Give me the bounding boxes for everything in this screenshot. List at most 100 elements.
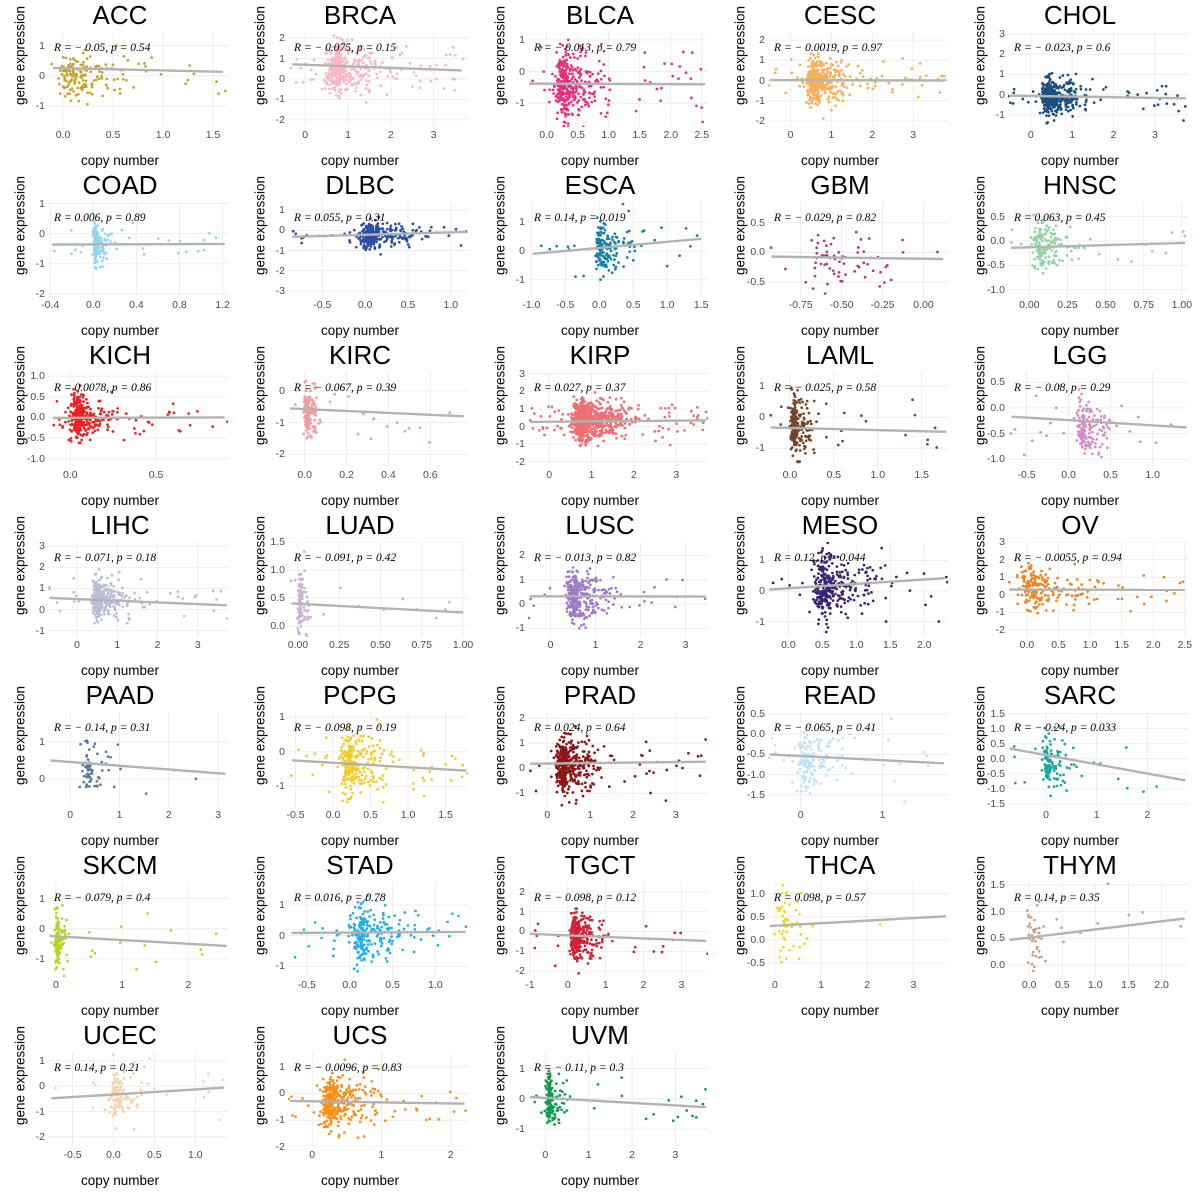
panel-title: KICH bbox=[88, 340, 152, 370]
x-tick-label: 1 bbox=[378, 1149, 385, 1161]
y-tick-label: -2 bbox=[275, 264, 285, 277]
x-tick-label: 3 bbox=[215, 809, 222, 821]
x-tick-label: 0.5 bbox=[1054, 979, 1070, 991]
gridlines bbox=[288, 372, 468, 467]
y-tick-label: 0 bbox=[279, 72, 285, 85]
y-axis-label: gene expression bbox=[252, 855, 268, 956]
data-points bbox=[768, 43, 947, 120]
scatter-panel-ucec: UCEC gene expression copy number -2 -1 0 1 -0.5… bbox=[0, 1020, 240, 1190]
y-axis-label: gene expression bbox=[252, 515, 268, 616]
y-tick-label: 0 bbox=[39, 1080, 45, 1093]
correlation-annotation: R = 0.12, p = 0.044 bbox=[774, 551, 866, 564]
trend-line bbox=[1010, 94, 1186, 100]
y-tick-label: -2 bbox=[35, 1130, 45, 1143]
y-tick-label: 1 bbox=[519, 33, 525, 46]
y-tick-label: 0 bbox=[39, 69, 45, 82]
x-tick-label: 0.5 bbox=[105, 129, 121, 141]
scatter-panel-blca: BLCA gene expression copy number -1 0 1 0.0 0.5… bbox=[480, 0, 720, 170]
x-tick-label: 0 bbox=[74, 639, 80, 651]
x-tick-label: 1 bbox=[818, 979, 824, 991]
scatter-panel-stad: STAD gene expression copy number -1 0 1 -0.5 0.… bbox=[240, 850, 480, 1020]
x-tick-label: 0.5 bbox=[570, 129, 585, 141]
scatter-panel-sarc: SARC gene expression copy number -1.5 -1.0 -0… bbox=[960, 680, 1200, 850]
scatter-panel-acc: ACC gene expression copy number -1 0 1 0.0 0.5 1… bbox=[0, 0, 240, 170]
correlation-annotation: R = 0.024, p = 0.64 bbox=[534, 721, 626, 734]
y-tick-label: 2 bbox=[39, 561, 45, 574]
gridlines bbox=[48, 1052, 228, 1147]
trend-line bbox=[771, 255, 944, 261]
y-tick-label: 1 bbox=[519, 402, 525, 415]
y-tick-label: -2 bbox=[515, 965, 525, 978]
y-axis-label: gene expression bbox=[732, 685, 748, 786]
y-tick-label: 1 bbox=[759, 380, 765, 393]
x-tick-label: 1.5 bbox=[1121, 979, 1136, 991]
x-tick-label: 1 bbox=[1069, 129, 1076, 141]
scatter-canvas bbox=[48, 882, 228, 977]
y-tick-label: 0 bbox=[759, 411, 765, 424]
x-tick-label: -0.25 bbox=[870, 299, 895, 311]
trend-line bbox=[291, 759, 467, 772]
x-tick-label: 0 bbox=[564, 979, 571, 991]
y-tick-label: 1.0 bbox=[990, 905, 1005, 918]
scatter-canvas bbox=[48, 542, 228, 637]
panel-title: CESC bbox=[803, 0, 877, 30]
x-tick-label: 3 bbox=[682, 639, 689, 651]
correlation-annotation: R = 0.006, p = 0.89 bbox=[54, 211, 146, 224]
plot-area: 0.0 0.5 1.0 1.5 0.00 0.25 0.50 0.75 1.00 R = − 0.… bbox=[270, 536, 473, 651]
y-tick-label: 1.0 bbox=[270, 563, 285, 576]
plot-area: -1.5 -1.0 -0.5 0.0 0.5 1.0 1.5 0 1 2 R = − 0.24, p… bbox=[987, 708, 1188, 821]
x-tick-label: 3 bbox=[673, 469, 680, 481]
correlation-annotation: R = − 0.11, p = 0.3 bbox=[534, 1061, 624, 1074]
scatter-canvas bbox=[528, 882, 708, 977]
y-tick-label: -1 bbox=[35, 99, 45, 112]
x-tick-label: 1.5 bbox=[882, 639, 898, 651]
y-tick-label: -0.5 bbox=[746, 276, 765, 289]
scatter-canvas bbox=[1008, 372, 1188, 467]
x-tick-label: 0.5 bbox=[400, 299, 416, 311]
scatter-panel-ov: OV gene expression copy number -2 -1 0 1 2 3 0.0 0… bbox=[960, 510, 1200, 680]
x-tick-label: 2 bbox=[630, 469, 637, 481]
panel-title: LUSC bbox=[565, 510, 635, 540]
gridlines bbox=[48, 202, 228, 297]
y-axis-label: gene expression bbox=[492, 515, 508, 616]
y-axis-label: gene expression bbox=[12, 1025, 28, 1126]
x-tick-label: 0.6 bbox=[423, 469, 438, 481]
panel-title: SARC bbox=[1043, 680, 1117, 710]
y-tick-label: 3 bbox=[519, 367, 525, 380]
y-axis-label: gene expression bbox=[252, 175, 268, 276]
plot-area: -3 -2 -1 0 1 -0.5 0.0 0.5 1.0 R = 0.055, p = 0.31 bbox=[276, 202, 468, 311]
y-tick-label: 1 bbox=[999, 68, 1005, 81]
correlation-annotation: R = 0.0078, p = 0.86 bbox=[54, 381, 152, 394]
y-tick-label: 0 bbox=[519, 1092, 525, 1105]
trend-line bbox=[50, 759, 226, 776]
panel-title: OV bbox=[1061, 510, 1099, 540]
scatter-canvas bbox=[528, 32, 708, 127]
y-axis-label: gene expression bbox=[12, 5, 28, 106]
panel-title: MESO bbox=[801, 510, 879, 540]
y-tick-label: 0.5 bbox=[990, 376, 1005, 389]
correlation-annotation: R = − 0.0019, p = 0.97 bbox=[774, 41, 882, 54]
scatter-panel-pcpg: PCPG gene expression copy number -1 0 1 -0.5 0.… bbox=[240, 680, 480, 850]
x-tick-label: 0.00 bbox=[287, 639, 309, 651]
x-axis-label: copy number bbox=[1040, 323, 1120, 338]
x-axis-label: copy number bbox=[80, 1003, 160, 1018]
scatter-canvas bbox=[768, 542, 948, 637]
trend-line bbox=[292, 63, 462, 72]
x-tick-label: 0.5 bbox=[1103, 469, 1118, 481]
correlation-annotation: R = − 0.071, p = 0.18 bbox=[54, 551, 157, 564]
scatter-panel-gbm: GBM gene expression copy number -0.5 0.0 0.5-… bbox=[720, 170, 960, 340]
x-tick-label: -0.5 bbox=[556, 299, 575, 311]
panel-title: THCA bbox=[804, 850, 876, 880]
x-tick-label: 0.5 bbox=[148, 469, 164, 481]
scatter-canvas bbox=[528, 542, 708, 637]
x-tick-label: 1.00 bbox=[1171, 299, 1193, 311]
x-tick-label: 2 bbox=[185, 979, 192, 991]
correlation-annotation: R = − 0.14, p = 0.31 bbox=[54, 721, 151, 734]
y-axis-label: gene expression bbox=[972, 175, 988, 276]
scatter-canvas bbox=[48, 372, 228, 467]
x-tick-label: -0.5 bbox=[1017, 469, 1036, 481]
x-axis-label: copy number bbox=[560, 1003, 640, 1018]
x-tick-label: 2 bbox=[637, 639, 644, 651]
x-tick-label: 2.5 bbox=[1177, 639, 1193, 651]
gridlines bbox=[768, 882, 948, 977]
